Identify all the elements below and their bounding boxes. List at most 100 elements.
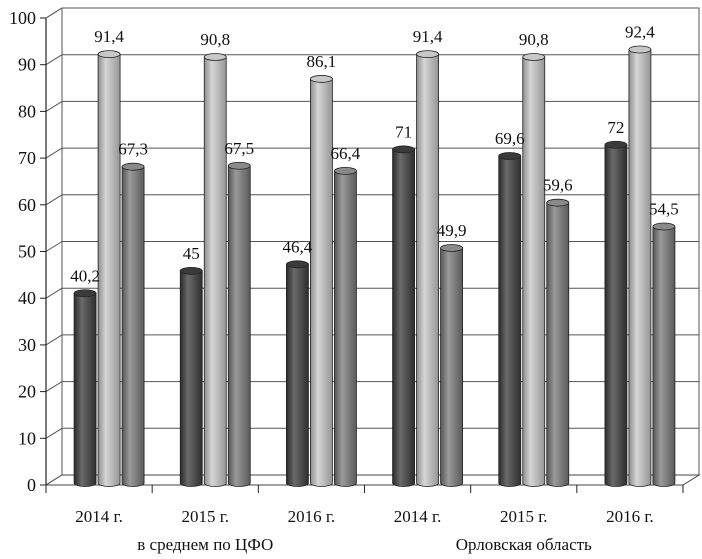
bar xyxy=(628,45,652,487)
bar-body xyxy=(652,226,676,487)
bar xyxy=(121,162,145,487)
gridline-side xyxy=(45,427,63,439)
data-label: 66,4 xyxy=(331,144,361,163)
data-label: 67,3 xyxy=(118,140,148,159)
bar-top xyxy=(440,244,463,252)
bar xyxy=(73,289,97,487)
bar-body xyxy=(227,165,251,487)
y-tick-label: 10 xyxy=(18,428,36,448)
y-tick-label: 60 xyxy=(18,195,36,215)
bar xyxy=(286,260,309,487)
data-label: 49,9 xyxy=(437,221,467,240)
bar-top xyxy=(334,167,357,175)
data-label: 90,8 xyxy=(519,30,549,49)
y-tick-label: 100 xyxy=(9,8,36,28)
bar xyxy=(179,266,203,487)
bar-top xyxy=(604,140,628,149)
gridline-side xyxy=(45,381,63,393)
data-label: 45 xyxy=(183,244,200,263)
gridline-side xyxy=(45,287,63,299)
bar-body xyxy=(121,166,145,487)
gridline-side xyxy=(45,194,63,206)
bar-top xyxy=(652,222,676,231)
y-tick-label: 80 xyxy=(18,101,36,121)
y-tick-label: 0 xyxy=(27,475,36,495)
x-tick-label: 2015 г. xyxy=(500,507,548,526)
data-label: 90,8 xyxy=(200,30,230,49)
bar-body xyxy=(310,78,333,487)
bar xyxy=(310,75,333,487)
y-tick-label: 40 xyxy=(18,288,36,308)
data-label: 72 xyxy=(607,118,624,137)
bar xyxy=(440,244,463,487)
data-label: 67,5 xyxy=(224,139,254,158)
bar xyxy=(604,140,628,487)
bar-top xyxy=(97,50,121,59)
bar-body xyxy=(286,263,309,487)
y-tick-label: 20 xyxy=(18,382,36,402)
x-tick-label: 2014 г. xyxy=(394,507,442,526)
x-tick-label: 2015 г. xyxy=(181,507,229,526)
bar-body xyxy=(498,155,522,487)
bar-body xyxy=(522,56,546,487)
y-tick-label: 30 xyxy=(18,335,36,355)
bar-top xyxy=(628,45,652,54)
gridline-side xyxy=(45,54,63,66)
bar xyxy=(97,50,121,487)
gridline-side xyxy=(45,100,63,112)
bar-body xyxy=(179,270,203,487)
bar-top xyxy=(203,53,227,61)
data-label: 86,1 xyxy=(307,52,337,71)
bar xyxy=(652,222,676,487)
x-tick-label: 2016 г. xyxy=(606,507,654,526)
bar-top xyxy=(227,161,251,170)
data-label: 59,6 xyxy=(543,176,573,195)
gridline-side xyxy=(45,241,63,252)
data-label: 69,6 xyxy=(495,129,525,148)
bar-body xyxy=(334,170,357,487)
group-label: Орловская область xyxy=(456,535,592,554)
bar-top xyxy=(310,75,333,83)
bar-top xyxy=(179,266,203,275)
bar-body xyxy=(604,144,628,487)
bar-top xyxy=(522,53,546,61)
bar xyxy=(498,152,522,487)
x-tick-label: 2016 г. xyxy=(288,507,336,526)
bar-body xyxy=(440,247,463,487)
bar xyxy=(334,167,357,487)
y-tick-label: 90 xyxy=(18,55,36,75)
bar-body xyxy=(73,292,97,487)
gridline-side xyxy=(45,147,63,159)
side-wall-top xyxy=(45,7,63,19)
bar xyxy=(522,53,546,487)
group-label: в среднем по ЦФО xyxy=(137,535,273,554)
data-label: 54,5 xyxy=(649,199,679,218)
bar-body xyxy=(546,202,570,487)
bar-top xyxy=(121,162,145,171)
bar-body xyxy=(203,56,227,487)
bar-top xyxy=(416,50,439,59)
data-label: 40,2 xyxy=(70,266,100,285)
data-label: 91,4 xyxy=(94,27,124,46)
bar-body xyxy=(97,53,121,487)
bar-top xyxy=(392,145,415,154)
bar-top xyxy=(498,152,522,160)
data-label: 46,4 xyxy=(283,237,313,256)
bar xyxy=(392,145,415,487)
bar-top xyxy=(73,289,97,298)
x-tick-label: 2014 г. xyxy=(75,507,123,526)
bar xyxy=(546,198,570,487)
bar xyxy=(416,50,439,487)
bar-top xyxy=(546,198,570,207)
bar-body xyxy=(392,149,415,487)
bar xyxy=(203,53,227,487)
data-label: 91,4 xyxy=(413,27,443,46)
bar-body xyxy=(628,49,652,487)
y-tick-label: 70 xyxy=(18,148,36,168)
bar xyxy=(227,161,251,487)
bar-top xyxy=(286,260,309,269)
gridline-side xyxy=(45,334,63,346)
y-tick-label: 50 xyxy=(18,242,36,262)
